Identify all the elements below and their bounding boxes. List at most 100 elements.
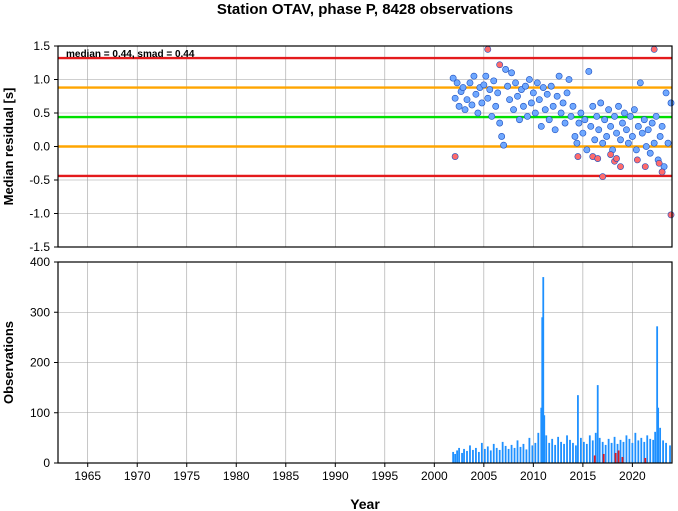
y-tick-label: 0.5	[33, 106, 50, 120]
x-tick-label: 1990	[322, 469, 349, 483]
data-point	[484, 45, 492, 53]
x-axis-label: Year	[350, 496, 380, 511]
observation-bar	[604, 444, 607, 463]
x-tick-label: 2000	[421, 469, 448, 483]
data-point	[573, 139, 581, 147]
x-tick-label: 2020	[619, 469, 646, 483]
data-point	[557, 109, 565, 117]
observation-bar	[656, 326, 659, 463]
data-point	[575, 119, 583, 127]
data-point	[646, 149, 654, 157]
data-point	[627, 112, 634, 120]
y-tick-label: 1.0	[33, 73, 50, 87]
data-point	[449, 74, 457, 82]
data-point	[553, 92, 561, 100]
data-point	[531, 109, 539, 117]
observation-bar	[475, 447, 477, 463]
data-point	[468, 101, 476, 109]
x-tick-label: 2010	[520, 469, 547, 483]
observation-bar	[628, 438, 631, 463]
x-tick-label: 2005	[470, 469, 497, 483]
data-point	[587, 123, 595, 130]
data-point	[527, 99, 535, 107]
data-point	[667, 211, 675, 219]
observation-bar	[640, 437, 643, 463]
observation-bar	[662, 440, 664, 463]
observation-bar	[591, 440, 594, 463]
data-point	[625, 139, 632, 147]
data-point	[496, 119, 504, 127]
data-point	[470, 72, 478, 80]
y-tick-label: -0.5	[29, 173, 50, 187]
data-point	[619, 119, 626, 127]
observation-bar	[452, 451, 455, 463]
observation-bar	[454, 453, 457, 463]
observation-bar	[531, 445, 534, 463]
observation-bar	[625, 435, 628, 463]
observation-bar	[596, 385, 599, 463]
data-point	[494, 89, 502, 97]
data-point	[621, 109, 628, 117]
y-tick-label: 100	[30, 406, 50, 420]
x-tick-label: 1965	[74, 469, 101, 483]
data-point	[567, 112, 575, 120]
observation-bar	[582, 441, 585, 463]
observation-bar	[669, 445, 671, 463]
observation-bar	[510, 444, 513, 463]
y-tick-label: 0.0	[33, 140, 50, 154]
data-point	[569, 102, 577, 110]
x-tick-label: 1975	[173, 469, 200, 483]
observation-bar	[480, 442, 483, 463]
observation-bar	[621, 456, 624, 463]
observation-bar	[616, 443, 619, 463]
data-point	[642, 143, 650, 150]
data-point	[617, 136, 624, 144]
observation-bar	[498, 449, 501, 463]
observation-bar	[585, 443, 588, 463]
observation-bar	[492, 443, 495, 463]
data-point	[603, 133, 611, 140]
data-point	[636, 79, 644, 87]
observation-bar	[525, 449, 528, 463]
data-point	[500, 141, 508, 149]
data-point	[650, 45, 658, 53]
data-point	[658, 123, 666, 130]
observation-bar	[483, 448, 486, 463]
data-point	[628, 133, 636, 140]
observation-bar	[563, 443, 565, 463]
x-tick-label: 2015	[570, 469, 597, 483]
data-point	[514, 92, 521, 100]
data-point	[633, 156, 641, 164]
y-tick-label: -1.5	[29, 240, 50, 254]
residual-panel: -1.5 -1.0 -0.5 0.0 0.5 1.0 1.5 median = 0.44, …	[1, 39, 675, 254]
data-point	[613, 155, 620, 162]
data-point	[561, 119, 569, 127]
y-tick-label: 400	[30, 255, 50, 269]
data-point	[506, 96, 513, 103]
observation-bar	[507, 448, 510, 463]
data-point	[463, 96, 471, 103]
data-point	[571, 133, 579, 140]
data-point	[547, 82, 555, 90]
data-point	[539, 84, 547, 91]
residual-y-ticks: -1.5 -1.0 -0.5 0.0 0.5 1.0 1.5	[29, 39, 58, 254]
observation-bar	[659, 427, 662, 463]
observation-bar	[501, 441, 504, 463]
observation-bar	[622, 441, 625, 463]
observation-bar	[548, 442, 551, 463]
observation-bar	[569, 439, 571, 463]
data-point	[591, 136, 599, 144]
observation-bar	[588, 435, 591, 463]
data-point	[644, 126, 652, 134]
data-point	[599, 139, 607, 147]
observation-bar	[646, 435, 649, 463]
data-point	[617, 163, 624, 170]
observation-bar	[594, 432, 597, 463]
observation-bar	[601, 441, 604, 463]
data-point	[461, 106, 469, 114]
data-point	[630, 106, 638, 114]
data-point	[492, 102, 500, 110]
data-point	[632, 146, 640, 154]
observation-bar	[472, 449, 474, 463]
